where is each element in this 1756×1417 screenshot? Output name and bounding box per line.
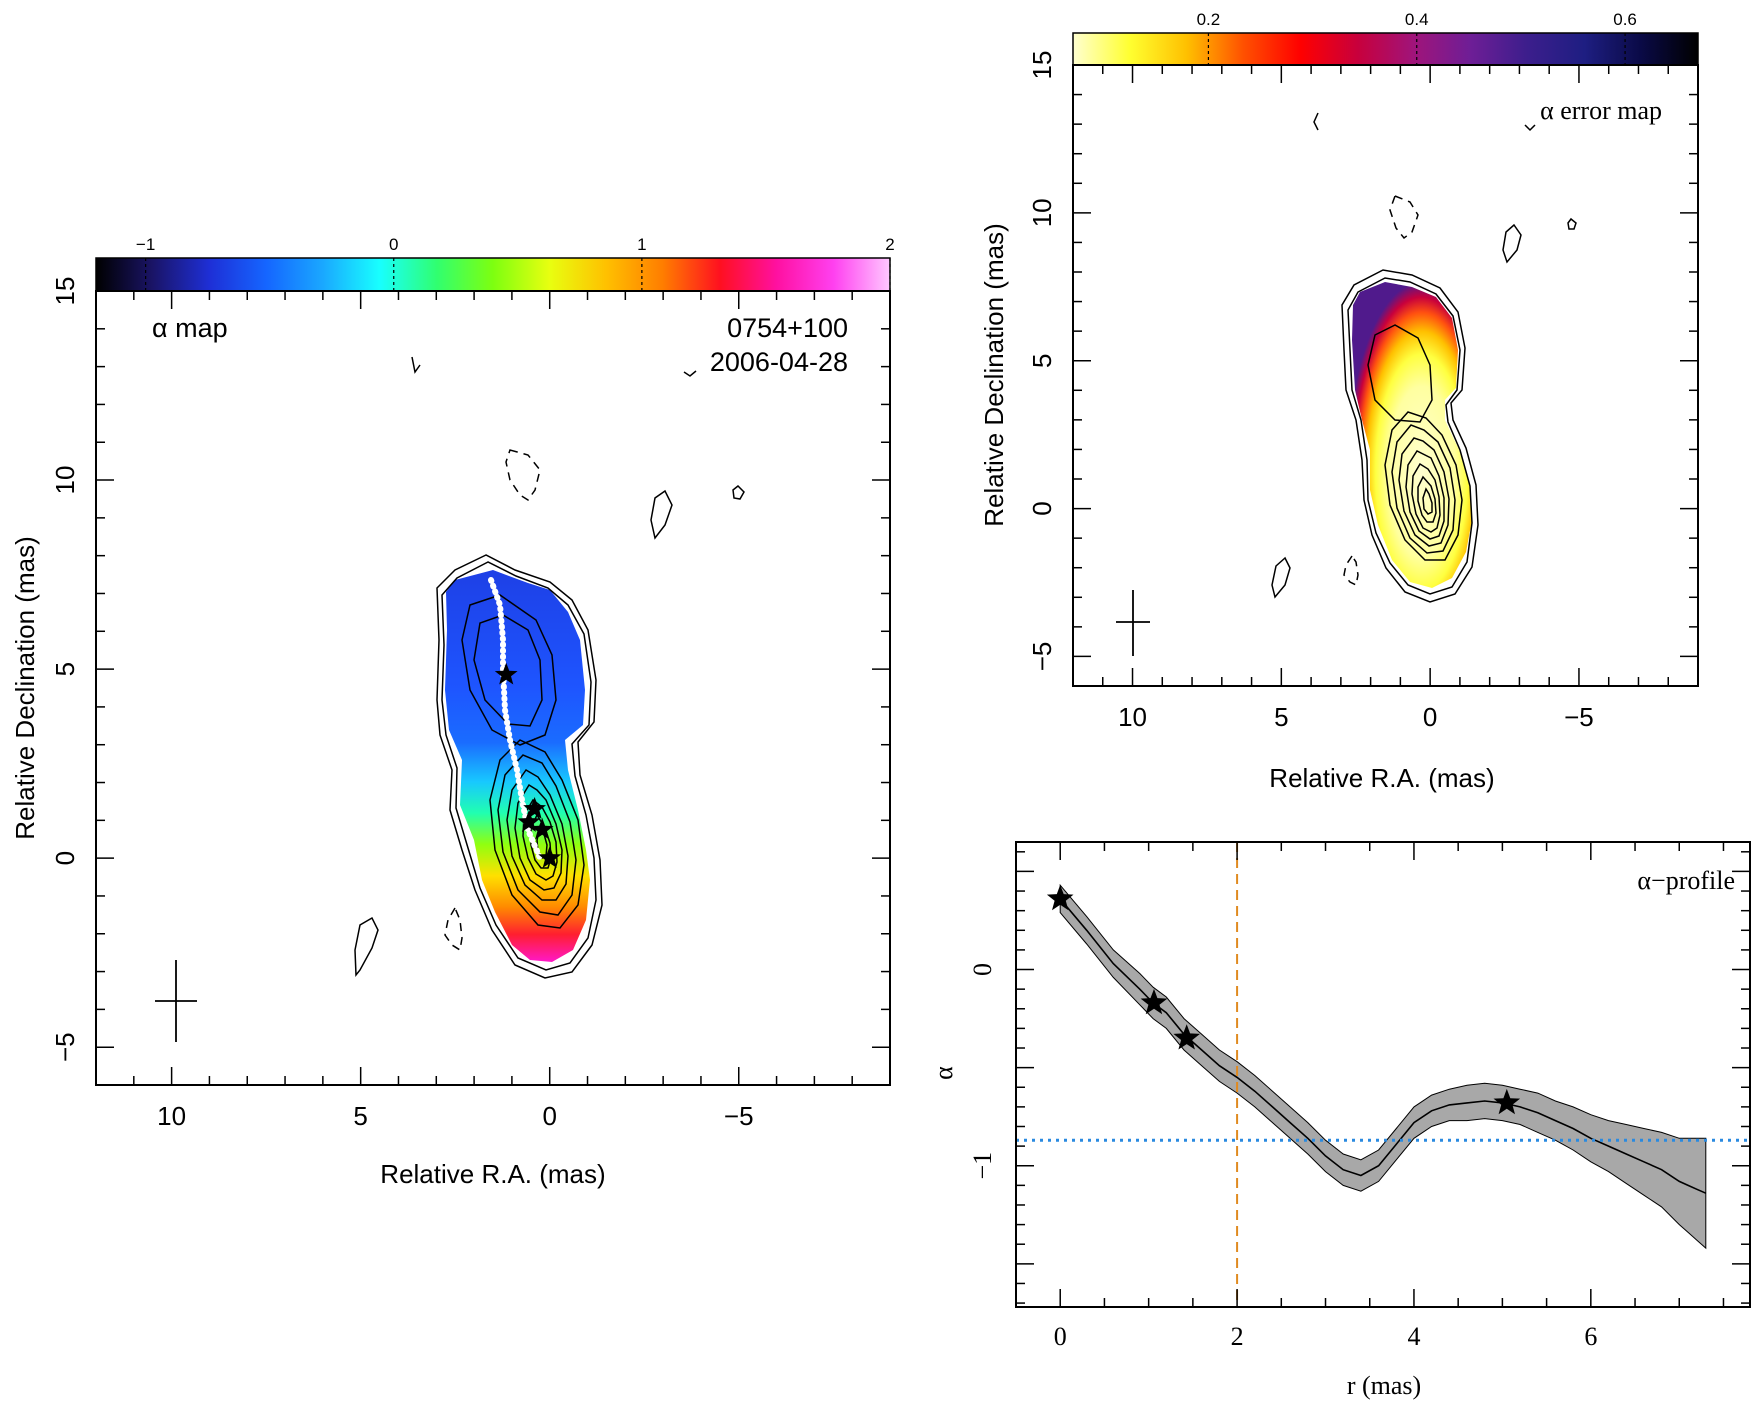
profile-component-star xyxy=(1046,884,1074,911)
x-tick-label: 2 xyxy=(1231,1322,1244,1351)
alpha-uncertainty-band xyxy=(1059,883,1707,1250)
y-tick-label: 10 xyxy=(50,466,80,495)
y-tick-label: 5 xyxy=(1027,353,1057,367)
y-tick-label: 15 xyxy=(1027,51,1057,80)
y-tick-label: 5 xyxy=(50,662,80,676)
alpha-map-xlabel: Relative R.A. (mas) xyxy=(380,1159,605,1189)
profile-component-star xyxy=(1173,1024,1200,1050)
component-star xyxy=(517,810,541,832)
colorbar-tick-label: 0.4 xyxy=(1405,10,1429,29)
error-map-label: α error map xyxy=(1540,96,1662,125)
error-colorbar xyxy=(1072,32,1699,66)
component-star xyxy=(538,846,562,868)
error-map-negative-contours xyxy=(1343,195,1419,587)
x-tick-label: 10 xyxy=(1118,702,1147,732)
colorbar-tick-label: 0.2 xyxy=(1197,10,1221,29)
x-tick-label: 0 xyxy=(1423,702,1437,732)
error-map-axes: 10 5 0 −5 15 10 5 0 −5 xyxy=(1027,51,1699,732)
colorbar-tick-label: 2 xyxy=(885,235,894,254)
x-tick-label: −5 xyxy=(1564,702,1594,732)
x-tick-label: 5 xyxy=(353,1101,367,1131)
beam-cross xyxy=(155,960,197,1042)
alpha-profile-xlabel: r (mas) xyxy=(1347,1371,1421,1400)
alpha-map-frame xyxy=(95,290,891,1086)
alpha-colorbar-ticks: −1 0 1 2 xyxy=(136,235,895,291)
colorbar-tick-label: 1 xyxy=(637,235,646,254)
colorbar-tick-label: −1 xyxy=(136,235,155,254)
alpha-profile-axes: 0 2 4 6 0 −1 xyxy=(968,842,1750,1351)
error-map-emission xyxy=(1352,282,1472,588)
x-tick-label: 4 xyxy=(1407,1322,1420,1351)
alpha-profile-ylabel: α xyxy=(929,1066,958,1080)
alpha-map-components xyxy=(494,662,562,868)
alpha-map-panel: −1 0 1 2 xyxy=(10,235,895,1189)
component-star xyxy=(494,662,518,685)
y-tick-label: 0 xyxy=(50,851,80,865)
source-name: 0754+100 xyxy=(727,313,848,343)
alpha-map-negative-contours xyxy=(444,449,541,952)
error-map-contours xyxy=(1271,112,1577,603)
ridge-line xyxy=(488,577,543,861)
colorbar-tick-label: 0.6 xyxy=(1613,10,1637,29)
component-star xyxy=(523,797,546,819)
alpha-profile-panel: 0 2 4 6 0 −1 α−profile r (mas) α xyxy=(929,841,1751,1400)
alpha-colorbar xyxy=(95,257,891,292)
colorbar-tick-label: 0 xyxy=(389,235,398,254)
error-map-xlabel: Relative R.A. (mas) xyxy=(1269,763,1494,793)
x-tick-label: 5 xyxy=(1274,702,1288,732)
error-colorbar-ticks: 0.2 0.4 0.6 xyxy=(1197,10,1637,65)
x-tick-label: 0 xyxy=(542,1101,556,1131)
x-tick-label: 0 xyxy=(1054,1322,1067,1351)
y-tick-label: −1 xyxy=(968,1152,997,1180)
component-star xyxy=(530,817,554,840)
error-beam-cross xyxy=(1116,590,1150,656)
y-tick-label: −5 xyxy=(1027,642,1057,672)
alpha-profile-frame xyxy=(1015,841,1751,1308)
profile-component-star xyxy=(1140,988,1168,1015)
alpha-profile-plot xyxy=(1016,842,1750,1307)
observation-epoch: 2006-04-28 xyxy=(710,347,848,377)
error-map-frame xyxy=(1072,64,1699,687)
x-tick-label: 6 xyxy=(1584,1322,1597,1351)
y-tick-label: 0 xyxy=(968,963,997,976)
error-map-panel: 0.2 0.4 0.6 xyxy=(979,10,1699,793)
alpha-map-axes: 10 5 0 −5 15 10 5 0 −5 xyxy=(50,277,891,1131)
error-map-ylabel: Relative Declination (mas) xyxy=(979,223,1009,526)
alpha-map-label: α map xyxy=(152,313,228,343)
y-tick-label: −5 xyxy=(50,1032,80,1062)
alpha-map-ylabel: Relative Declination (mas) xyxy=(10,536,40,839)
y-tick-label: 10 xyxy=(1027,198,1057,227)
x-tick-label: 10 xyxy=(157,1101,186,1131)
y-tick-label: 0 xyxy=(1027,501,1057,515)
y-tick-label: 15 xyxy=(50,277,80,306)
alpha-profile-title: α−profile xyxy=(1637,866,1735,895)
profile-component-star xyxy=(1493,1088,1521,1115)
x-tick-label: −5 xyxy=(724,1101,754,1131)
